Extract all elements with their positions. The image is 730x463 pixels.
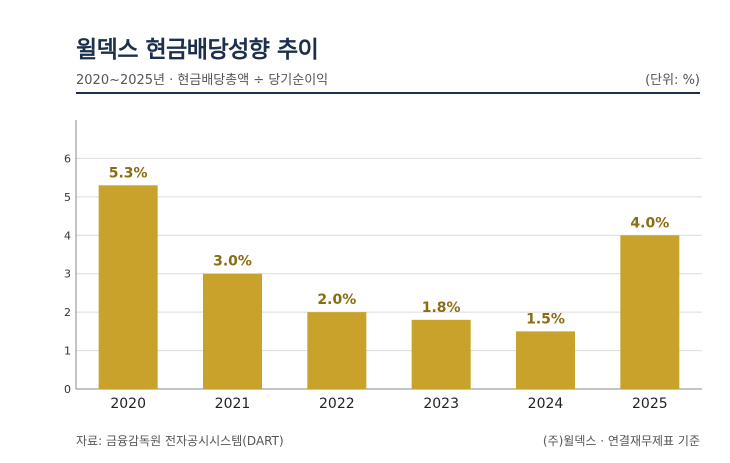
data-label-2024: 1.5% — [526, 311, 565, 327]
bars — [98, 185, 680, 389]
title-divider — [76, 92, 700, 94]
x-tick-labels: 2020 2021 2022 2023 2024 2025 — [110, 396, 667, 412]
x-tick-label: 2025 — [632, 396, 668, 412]
y-tick-label: 4 — [64, 229, 71, 242]
data-label-2021: 3.0% — [213, 254, 252, 270]
bar-2020 — [98, 185, 158, 389]
unit-label: (단위: %) — [645, 73, 700, 88]
bar-2023 — [411, 319, 471, 389]
bar-2021 — [203, 273, 262, 389]
chart-title: 윌덱스 현금배당성향 추이 — [76, 37, 319, 63]
x-tick-label: 2021 — [215, 396, 251, 412]
bar-2024 — [516, 331, 575, 389]
data-label-2020: 5.3% — [109, 165, 148, 181]
y-tick-label: 2 — [64, 306, 71, 319]
y-tick-labels: 0 1 2 3 4 5 6 — [64, 152, 71, 396]
y-tick-label: 0 — [64, 383, 71, 396]
y-tick-label: 1 — [64, 345, 71, 358]
axes — [75, 120, 702, 390]
data-label-2025: 4.0% — [630, 215, 669, 231]
chart-subtitle: 2020~2025년 · 현금배당총액 ÷ 당기순이익 — [76, 73, 329, 88]
y-tick-label: 3 — [64, 268, 71, 281]
y-tick-label: 6 — [64, 152, 71, 165]
data-label-2022: 2.0% — [317, 292, 356, 308]
y-tick-label: 5 — [64, 191, 71, 204]
x-tick-label: 2023 — [423, 396, 459, 412]
bar-2025 — [620, 235, 680, 389]
x-tick-label: 2020 — [110, 396, 146, 412]
gridlines — [76, 157, 702, 352]
x-tick-label: 2024 — [528, 396, 564, 412]
bar-2022 — [307, 312, 367, 389]
basis-note: (주)윌덱스 · 연결재무제표 기준 — [542, 434, 700, 448]
source-note: 자료: 금융감독원 전자공시시스템(DART) — [76, 434, 284, 448]
x-tick-label: 2022 — [319, 396, 355, 412]
data-label-2023: 1.8% — [422, 300, 461, 316]
data-labels: 5.3% 3.0% 2.0% 1.8% 1.5% 4.0% — [109, 165, 669, 327]
